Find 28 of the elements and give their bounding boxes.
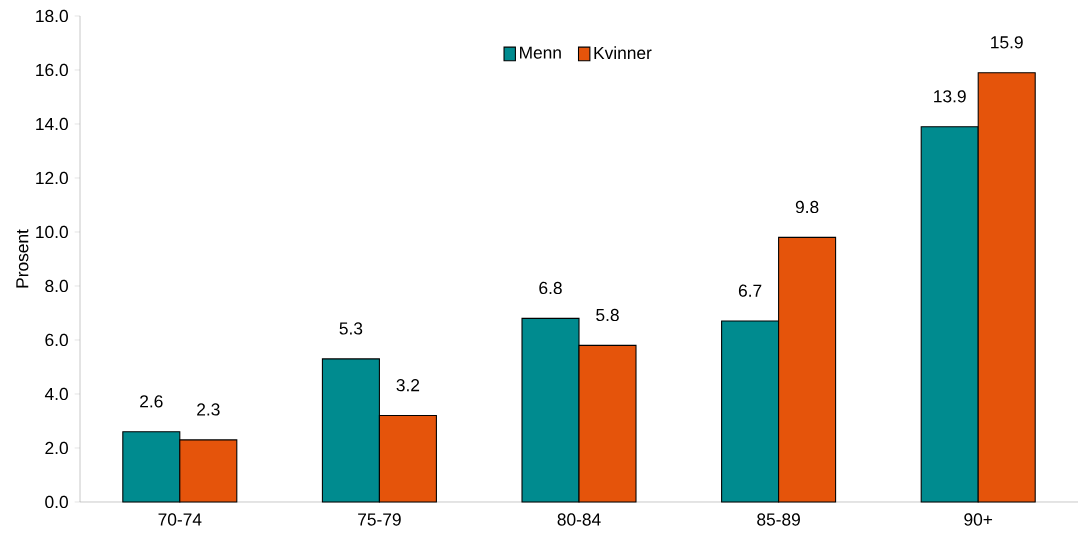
y-tick-label: 12.0 [36,171,68,185]
data-label: 2.3 [197,403,220,416]
data-label: 5.8 [596,308,619,322]
x-tick-label: 85-89 [757,513,800,526]
x-tick-label: 90+ [964,513,993,526]
y-tick-label: 0.0 [45,495,68,509]
legend-label: Kvinner [594,46,652,60]
data-label: 15.9 [991,36,1023,49]
y-tick-label: 8.0 [45,279,68,293]
data-label: 2.6 [140,395,163,408]
data-label: 3.2 [396,379,420,392]
y-tick-label: 14.0 [36,117,68,131]
x-tick-label: 75-79 [358,513,401,526]
data-label: 13.9 [934,90,966,103]
y-tick-label: 18.0 [36,9,68,23]
legend-label: Menn [520,46,561,59]
y-tick-label: 6.0 [45,333,68,347]
y-tick-label: 16.0 [36,63,68,77]
data-label: 9.8 [795,200,819,214]
x-tick-label: 80-84 [557,513,601,526]
data-label: 6.7 [738,284,762,297]
data-label: 6.8 [539,281,562,295]
y-tick-label: 4.0 [44,387,68,401]
data-label: 5.3 [339,322,363,335]
x-tick-label: 70-74 [158,513,202,526]
y-axis-title: Prosent [16,229,29,288]
y-tick-label: 2.0 [45,441,68,455]
y-tick-label: 10.0 [36,225,68,239]
